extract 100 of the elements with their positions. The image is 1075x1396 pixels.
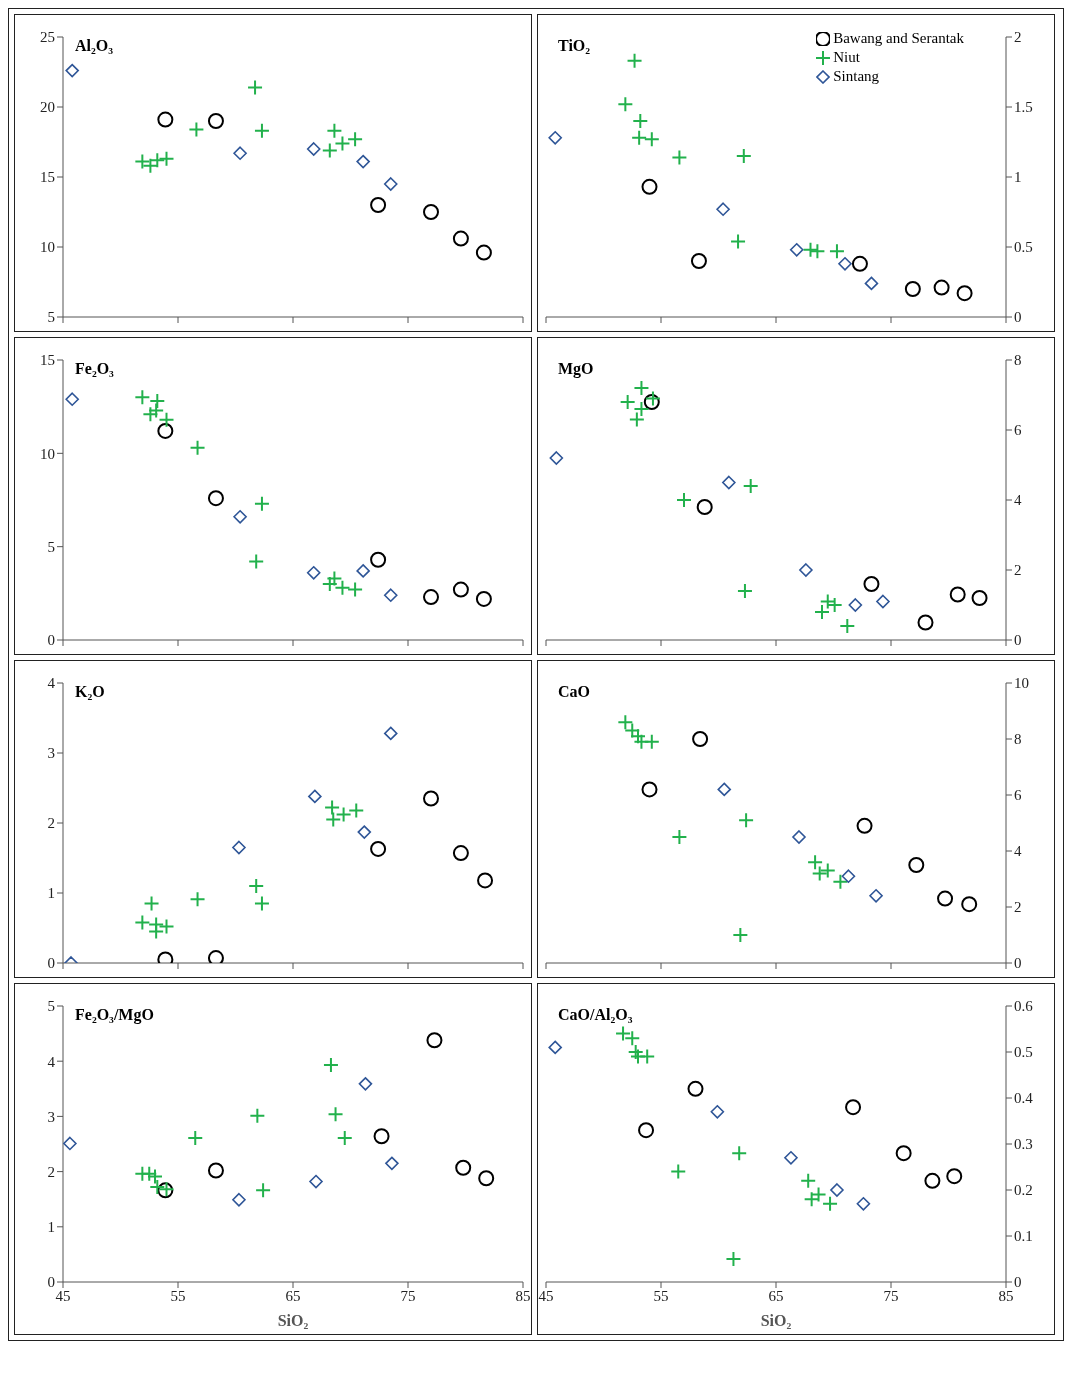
y-tick-label: 4 <box>1014 492 1022 509</box>
point <box>736 583 753 599</box>
point <box>848 598 863 612</box>
point <box>696 499 713 515</box>
chart-title: CaO/Al₂O₃ <box>558 1006 633 1024</box>
point <box>856 817 873 834</box>
point <box>631 129 648 146</box>
point <box>628 411 645 428</box>
point <box>784 1151 798 1165</box>
point <box>838 257 852 271</box>
y-tick-label: 0.1 <box>1014 1228 1033 1245</box>
point <box>617 96 634 113</box>
point <box>789 243 804 257</box>
point <box>309 1174 323 1189</box>
point <box>233 146 247 160</box>
point <box>308 789 322 804</box>
point <box>385 1156 399 1171</box>
point <box>670 1163 687 1180</box>
point <box>477 872 494 889</box>
y-tick-label: 10 <box>1014 675 1029 692</box>
point <box>336 1129 353 1146</box>
point <box>253 895 270 912</box>
point <box>971 590 988 606</box>
point <box>348 802 365 819</box>
y-tick-label: 1 <box>47 885 55 902</box>
x-tick-label: 85 <box>998 1287 1014 1304</box>
y-tick-label: 2 <box>47 1163 55 1180</box>
point <box>643 131 660 148</box>
point <box>63 1136 77 1151</box>
point <box>633 401 650 417</box>
chart-title: K₂O <box>75 683 105 701</box>
point <box>876 594 890 609</box>
point <box>189 439 206 456</box>
point <box>869 889 883 903</box>
point <box>325 811 342 828</box>
point <box>232 840 246 855</box>
point <box>149 393 166 410</box>
point <box>324 799 341 816</box>
point <box>248 553 265 570</box>
point <box>347 131 364 148</box>
legend-label: Niut <box>833 48 860 67</box>
point <box>937 890 954 907</box>
x-tick-label: 85 <box>515 1287 531 1304</box>
point <box>692 731 709 747</box>
point <box>187 1129 204 1146</box>
point <box>851 255 868 272</box>
point <box>626 52 643 69</box>
point <box>134 914 151 931</box>
point <box>65 63 79 78</box>
y-tick-label: 2 <box>1014 562 1022 579</box>
point <box>548 131 562 145</box>
x-tick-label: 45 <box>538 1287 554 1304</box>
point <box>690 253 707 269</box>
point <box>475 590 492 607</box>
point <box>619 394 636 410</box>
y-tick-label: 0.5 <box>1014 239 1033 256</box>
y-tick-label: 0.3 <box>1014 1136 1033 1153</box>
x-tick-label: 45 <box>55 1287 71 1304</box>
point <box>207 490 224 507</box>
point <box>717 782 732 797</box>
point <box>633 380 650 396</box>
y-tick-label: 0.6 <box>1014 998 1034 1015</box>
point <box>830 1183 844 1197</box>
point <box>207 950 224 963</box>
y-tick-label: 4 <box>47 1053 56 1070</box>
point <box>306 566 321 580</box>
point <box>548 1040 562 1055</box>
point <box>423 204 439 220</box>
point <box>643 394 660 410</box>
point <box>249 1107 266 1124</box>
y-tick-label: 0 <box>47 1274 55 1291</box>
point <box>644 390 661 407</box>
x-axis-title: SiO₂ <box>759 1312 793 1330</box>
point <box>832 873 849 890</box>
point <box>676 492 692 508</box>
point <box>452 230 469 247</box>
point <box>347 581 364 598</box>
point <box>933 279 950 296</box>
point <box>207 1162 224 1179</box>
y-tick-label: 10 <box>40 445 55 462</box>
point <box>253 122 270 139</box>
point <box>478 1170 495 1187</box>
point <box>792 830 806 844</box>
y-tick-label: 0 <box>47 632 55 649</box>
point <box>710 1105 725 1119</box>
point <box>148 402 165 419</box>
legend-label: Bawang and Serantak <box>833 29 964 48</box>
point <box>248 878 265 894</box>
chart-title: Fe₂O₃/MgO <box>75 1006 154 1024</box>
y-tick-label: 4 <box>1014 843 1022 860</box>
point <box>895 1145 912 1162</box>
point <box>961 896 978 913</box>
x-tick-label: 75 <box>883 1287 899 1304</box>
point <box>639 1048 656 1065</box>
y-tick-label: 0 <box>1014 955 1022 972</box>
point <box>735 148 752 164</box>
chart-title: Al₂O₃ <box>75 37 114 55</box>
point <box>356 154 370 169</box>
point <box>475 244 492 261</box>
point <box>149 152 166 169</box>
